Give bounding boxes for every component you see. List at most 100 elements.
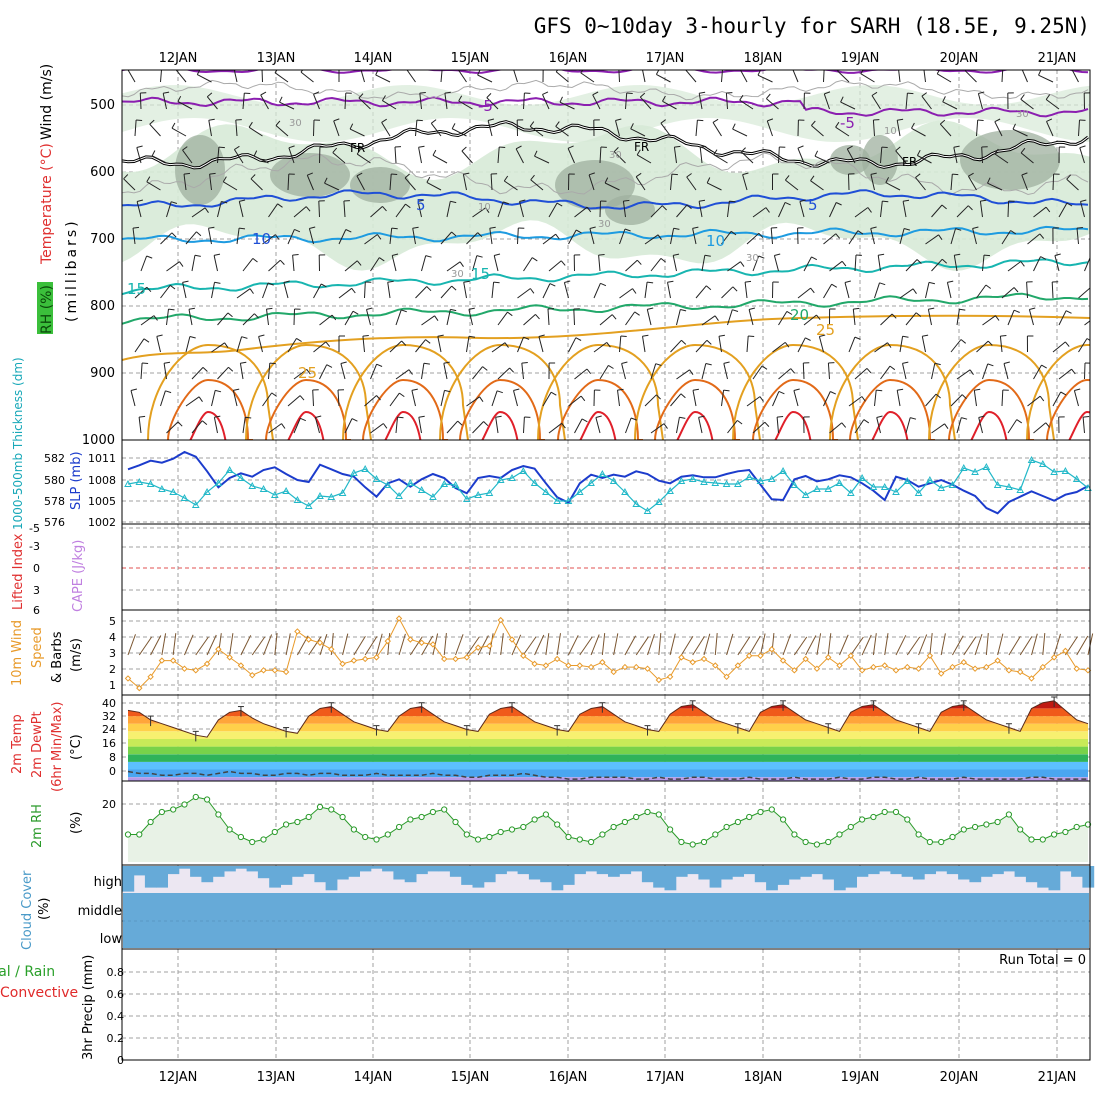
upper-wind-barb <box>698 417 703 434</box>
rh-point <box>565 833 572 841</box>
upper-wind-barb <box>1028 309 1034 326</box>
upper-wind-barb <box>854 207 869 218</box>
upper-wind-barb-flag <box>168 308 175 311</box>
wind-tick-2: 2 <box>109 663 116 676</box>
cloud-high-bar <box>416 866 428 875</box>
rh-point <box>689 841 696 848</box>
upper-wind-barb-flag <box>306 369 311 375</box>
upper-wind-barb <box>406 70 416 83</box>
upper-ylabel-wind: Wind (m/s) <box>39 64 55 140</box>
upper-wind-barb <box>613 151 626 164</box>
upper-wind-barb <box>854 254 857 272</box>
cloud-high-bar <box>1059 866 1072 872</box>
upper-wind-barb-flag <box>529 121 535 127</box>
upper-wind-barb-flag <box>1079 145 1086 149</box>
upper-wind-barb-flag <box>673 253 680 256</box>
upper-wind-barb <box>191 420 203 434</box>
temperature-band-9 <box>128 708 1088 717</box>
upper-wind-barb-flag <box>916 149 921 156</box>
upper-wind-barb <box>568 229 577 245</box>
cloud-high-bar <box>867 866 880 875</box>
surface-wind-barb <box>353 635 366 656</box>
upper-wind-barb-flag <box>784 342 790 348</box>
rh-point <box>588 838 595 846</box>
contour-25-lobe-5 <box>634 343 761 440</box>
upper-wind-barb <box>1052 391 1062 407</box>
upper-wind-barb-flag <box>234 145 240 150</box>
upper-wind-barb <box>967 175 977 191</box>
upper-wind-barb <box>415 286 428 299</box>
upper-wind-barb <box>698 93 703 110</box>
upper-wind-barb-flag <box>699 91 706 94</box>
rh-point <box>847 823 854 831</box>
upper-wind-barb <box>676 369 690 380</box>
upper-wind-barb-flag <box>679 416 686 419</box>
cloud-high-bar <box>427 866 440 872</box>
upper-wind-barb-flag <box>356 172 363 177</box>
thickness-point <box>259 484 268 492</box>
cloud-ylabel-unit: (%) <box>37 898 52 921</box>
thickness-tick-578: 578 <box>44 495 65 508</box>
upper-wind-barb <box>451 128 467 137</box>
upper-wind-barb-flag <box>765 207 770 213</box>
surface-wind-barb <box>714 633 718 656</box>
contour-30-lobe-1 <box>265 378 351 440</box>
thickness-point <box>677 476 686 484</box>
upper-wind-barb-flag <box>586 206 592 213</box>
upper-wind-barb <box>644 394 657 407</box>
wind-speed-point <box>1028 675 1035 682</box>
upper-wind-barb <box>592 94 601 110</box>
upper-wind-barb <box>899 288 914 299</box>
upper-wind-barb <box>1026 281 1028 299</box>
upper-wind-barb-flag <box>1016 419 1023 424</box>
contour-35-lobe-3 <box>480 410 525 440</box>
contour-25-lobe-0 <box>147 343 274 440</box>
upper-wind-barb-flag <box>757 70 762 76</box>
upper-wind-barb-flag <box>457 420 463 426</box>
wind-ylabel-a: 10m Wind <box>10 620 25 686</box>
wind-speed-point <box>666 673 674 681</box>
upper-wind-barb <box>699 147 703 164</box>
upper-wind-barb <box>744 282 748 299</box>
upper-wind-barb <box>463 282 467 299</box>
upper-wind-barb-flag <box>391 227 398 230</box>
temp-tick-24: 24 <box>102 723 116 736</box>
upper-wind-barb-flag <box>736 419 743 425</box>
precip-tick-0.6: 0.6 <box>107 988 125 1001</box>
wind-speed-point <box>497 616 504 624</box>
upper-wind-barb-flag <box>1045 94 1051 100</box>
upper-wind-barb-flag <box>183 172 191 175</box>
upper-wind-barb <box>615 120 620 137</box>
upper-wind-barb <box>211 390 216 407</box>
upper-wind-barb <box>727 201 730 218</box>
contour-freezing-level-inner <box>122 121 1089 169</box>
upper-wind-barb <box>360 70 365 83</box>
upper-wind-barb-flag <box>1071 368 1076 375</box>
thickness-point <box>858 473 866 481</box>
contour-30-lobe-9 <box>1046 378 1090 440</box>
upper-wind-barb-flag <box>987 363 994 367</box>
thickness-point <box>350 468 358 476</box>
contour-temp-15 <box>122 258 1089 296</box>
cloud-high-bar <box>370 866 383 869</box>
upper-wind-barb <box>695 339 708 353</box>
thickness-point <box>1072 474 1081 482</box>
upper-wind-barb-flag <box>279 259 285 265</box>
upper-wind-barb <box>319 364 328 380</box>
upper-wind-barb <box>421 255 427 272</box>
upper-wind-barb-flag <box>201 420 208 425</box>
upper-wind-barb <box>670 174 673 191</box>
upper-wind-barb-flag <box>176 66 181 70</box>
upper-wind-barb <box>899 228 905 245</box>
upper-wind-barb <box>925 393 937 407</box>
upper-wind-barb <box>676 309 681 326</box>
upper-wind-barb <box>132 228 136 245</box>
upper-wind-barb <box>497 367 510 380</box>
upper-wind-barb-flag <box>165 390 172 394</box>
upper-wind-barb-flag <box>907 92 914 95</box>
upper-wind-barb-flag <box>169 284 176 290</box>
rh-point <box>802 838 809 846</box>
cloud-high-bar <box>641 866 654 883</box>
upper-wind-barb <box>829 422 843 434</box>
upper-wind-barb-flag <box>730 230 737 236</box>
